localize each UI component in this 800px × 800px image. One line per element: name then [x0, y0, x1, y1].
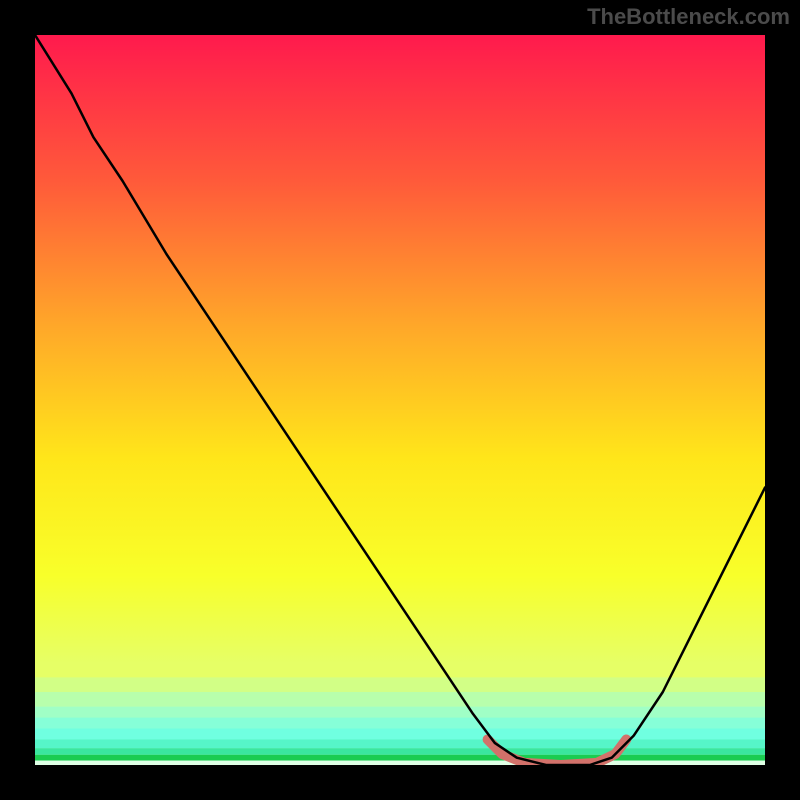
- chart-svg: [35, 35, 765, 765]
- chart-background: [35, 35, 765, 765]
- bottleneck-chart: [35, 35, 765, 765]
- brand-watermark: TheBottleneck.com: [587, 4, 790, 30]
- bottom-gradient-bands: [35, 663, 765, 765]
